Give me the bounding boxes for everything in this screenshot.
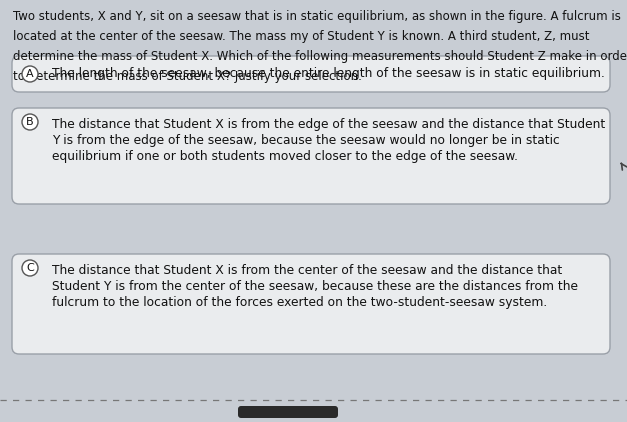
- FancyBboxPatch shape: [238, 406, 338, 418]
- Text: The length of the seesaw, because the entire length of the seesaw is in static e: The length of the seesaw, because the en…: [52, 68, 605, 81]
- FancyBboxPatch shape: [12, 56, 610, 92]
- Circle shape: [22, 114, 38, 130]
- Text: Y is from the edge of the seesaw, because the seesaw would no longer be in stati: Y is from the edge of the seesaw, becaus…: [52, 134, 560, 147]
- Circle shape: [22, 66, 38, 82]
- FancyBboxPatch shape: [12, 254, 610, 354]
- FancyBboxPatch shape: [12, 108, 610, 204]
- Text: determine the mass of Student X. Which of the following measurements should Stud: determine the mass of Student X. Which o…: [13, 50, 627, 63]
- Text: C: C: [26, 263, 34, 273]
- Text: The distance that Student X is from the center of the seesaw and the distance th: The distance that Student X is from the …: [52, 264, 562, 277]
- Text: to determine the mass of Student X? Justify your selection.: to determine the mass of Student X? Just…: [13, 70, 362, 83]
- Text: equilibrium if one or both students moved closer to the edge of the seesaw.: equilibrium if one or both students move…: [52, 150, 518, 163]
- Circle shape: [22, 260, 38, 276]
- Text: Two students, X and Y, sit on a seesaw that is in static equilibrium, as shown i: Two students, X and Y, sit on a seesaw t…: [13, 10, 621, 23]
- Text: The distance that Student X is from the edge of the seesaw and the distance that: The distance that Student X is from the …: [52, 118, 605, 131]
- Text: B: B: [26, 117, 34, 127]
- Text: A: A: [26, 69, 34, 79]
- Text: located at the center of the seesaw. The mass my of Student Y is known. A third : located at the center of the seesaw. The…: [13, 30, 589, 43]
- Text: Student Y is from the center of the seesaw, because these are the distances from: Student Y is from the center of the sees…: [52, 280, 578, 293]
- Text: fulcrum to the location of the forces exerted on the two-student-seesaw system.: fulcrum to the location of the forces ex…: [52, 296, 547, 309]
